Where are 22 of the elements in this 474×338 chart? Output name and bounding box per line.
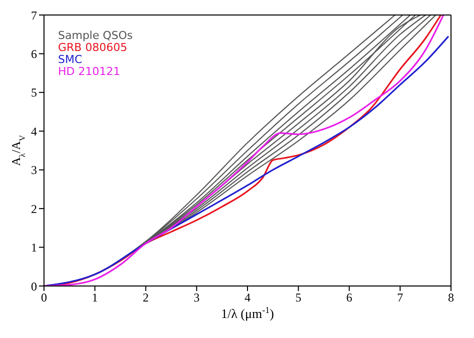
y-tick-label: 6 [31, 46, 37, 61]
x-tick-label: 0 [41, 290, 47, 305]
x-tick-label: 2 [142, 290, 149, 305]
x-tick-label: 5 [295, 290, 302, 305]
x-tick-label: 3 [194, 290, 200, 305]
y-tick-label: 1 [31, 240, 37, 255]
text: HD 210121 [58, 65, 122, 78]
text: Sample QSOs [58, 29, 133, 42]
text: SMC [58, 53, 84, 66]
x-tick-label: 6 [346, 290, 352, 305]
x-axis-title: 1/λ (μm$^{-1}$) [221, 305, 274, 321]
y-tick-label: 4 [31, 124, 37, 138]
y-tick-label: 2 [31, 202, 37, 216]
x-tick-label: 7 [397, 290, 404, 305]
y-tick-label: 0 [31, 279, 37, 294]
y-tick-label: 7 [31, 8, 37, 22]
x-tick-label: 1 [92, 290, 98, 305]
y-tick-label: 3 [31, 163, 37, 178]
y-tick-label: 5 [31, 86, 37, 100]
x-tick-label: 4 [244, 290, 250, 305]
x-tick-label: 8 [448, 290, 454, 305]
text: GRB 080605 [58, 41, 128, 54]
